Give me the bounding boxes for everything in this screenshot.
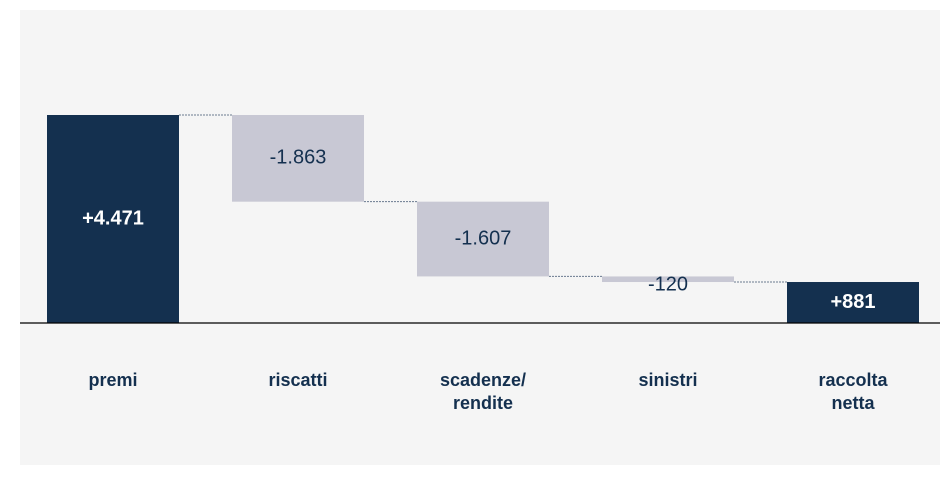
bar <box>47 115 179 323</box>
value-label: -1.863 <box>270 147 327 169</box>
bar <box>232 115 364 202</box>
x-tick-label: riscatti <box>268 370 328 390</box>
x-tick-label: scadenze/ rendite <box>439 370 527 413</box>
bar <box>602 276 734 283</box>
value-label: -1.607 <box>455 227 512 249</box>
bar <box>417 201 549 277</box>
x-tick-label: raccolta netta <box>818 370 888 413</box>
value-label: -120 <box>648 274 688 296</box>
value-label: +4.471 <box>82 207 144 229</box>
x-tick-label: sinistri <box>638 370 698 390</box>
bar <box>787 282 919 323</box>
value-label: +881 <box>830 291 875 313</box>
x-tick-label: premi <box>88 370 138 390</box>
